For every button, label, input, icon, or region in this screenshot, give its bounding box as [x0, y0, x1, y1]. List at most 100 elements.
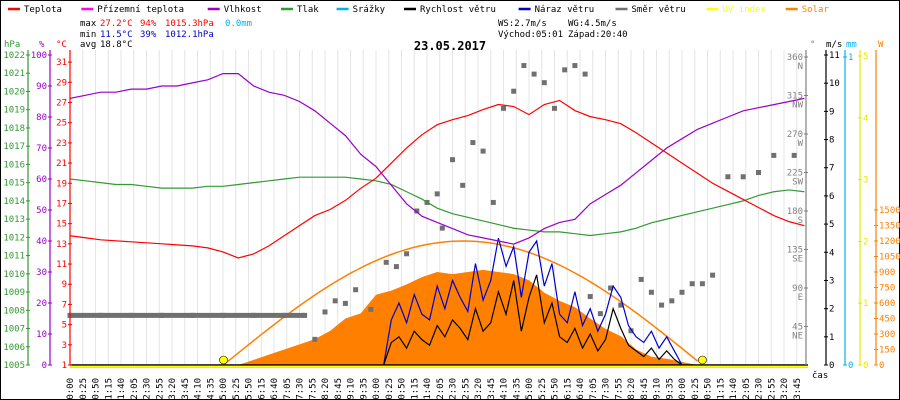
uv-tick-label: 3: [863, 176, 868, 186]
wind-direction-point: [480, 148, 486, 154]
pressure-tick-label: 1006: [3, 343, 25, 353]
direction-tick-sublabel: S: [798, 216, 803, 226]
direction-tick-sublabel: NW: [792, 101, 803, 111]
temperature-tick-label: 17: [56, 199, 67, 209]
x-tick-label: 00:25: [79, 378, 89, 400]
x-tick-label: 01:15: [104, 378, 114, 400]
solar-tick-label: 0: [879, 361, 884, 371]
legend-item: Směr větru: [632, 5, 686, 15]
stat-max-rain: 0.0mm: [225, 19, 252, 29]
pressure-tick-label: 1010: [3, 270, 25, 280]
wind-direction-point: [618, 302, 624, 308]
humidity-tick-label: 50: [36, 206, 47, 216]
solar-area: [70, 269, 805, 365]
wind-direction-point: [490, 199, 496, 205]
legend-item: Vlhkost: [224, 5, 262, 15]
x-tick-label: 09:10: [347, 378, 357, 400]
stat-max-temp: 27.2°C: [100, 19, 133, 29]
wind-direction-point: [689, 281, 695, 287]
wind-direction-point: [791, 152, 797, 158]
stat-min-label: min: [80, 30, 96, 40]
x-tick-label: 10:25: [385, 378, 395, 400]
x-tick-label: 06:15: [257, 378, 267, 400]
direction-tick-sublabel: SW: [792, 178, 803, 188]
humidity-tick-label: 70: [36, 144, 47, 154]
x-tick-label: 10:50: [398, 378, 408, 400]
wind-tick-label: 4: [829, 248, 834, 258]
wind-tick-label: 2: [829, 305, 834, 315]
direction-tick-label: 270: [787, 130, 803, 140]
x-tick-label: 16:40: [576, 378, 586, 400]
solar-tick-label: 900: [879, 268, 895, 278]
wind-direction-point: [450, 157, 455, 163]
wind-direction-point: [322, 309, 328, 315]
direction-unit: °: [810, 40, 815, 50]
wind-tick-label: 10: [829, 79, 840, 89]
solar-tick-label: 750: [879, 284, 895, 294]
x-tick-label: 23:45: [793, 378, 803, 400]
x-tick-label: 21:15: [716, 378, 726, 400]
wind-tick-label: 8: [829, 136, 834, 146]
pressure-tick-label: 1018: [3, 124, 25, 134]
x-tick-label: 22:30: [755, 378, 765, 400]
pressure-tick-label: 1019: [3, 106, 25, 116]
legend-item: Přízemní teplota: [97, 5, 184, 15]
direction-tick-label: 180: [787, 207, 803, 217]
wind-speed-line: [383, 274, 683, 366]
wind-direction-point: [562, 67, 568, 73]
x-tick-label: 02:05: [130, 378, 140, 400]
sunset-marker: [698, 355, 707, 365]
direction-tick-sublabel: SE: [792, 255, 803, 265]
humidity-tick-label: 0: [42, 361, 47, 371]
humidity-tick-label: 40: [36, 237, 47, 247]
wind-direction-point: [638, 276, 644, 282]
x-tick-label: 12:55: [461, 378, 471, 400]
wind-tick-label: 11: [829, 51, 840, 61]
wind-tick-label: 6: [829, 192, 834, 202]
solar-tick-label: 1500: [879, 206, 900, 216]
x-tick-label: 17:05: [589, 378, 599, 400]
stat-avg-label: avg: [80, 40, 96, 50]
legend-item: UV index: [723, 5, 767, 15]
solar-theoretical-line: [223, 240, 699, 366]
wind-direction-point: [659, 302, 665, 308]
wind-direction-point: [710, 272, 716, 278]
legend-item: Náraz větru: [535, 5, 595, 15]
solar-tick-label: 1200: [879, 237, 900, 247]
temperature-tick-label: 29: [56, 78, 67, 88]
pressure-tick-label: 1015: [3, 179, 25, 189]
wind-direction-point: [669, 298, 675, 304]
temperature-tick-label: 25: [56, 119, 67, 129]
wind-direction-point: [353, 287, 359, 293]
x-tick-label: 07:30: [296, 378, 306, 400]
rain-tick-label: 0: [848, 361, 853, 371]
wind-direction-point: [648, 289, 654, 295]
wind-direction-point: [521, 63, 527, 69]
stat-wind-gust: WG:4.5m/s: [568, 19, 617, 29]
x-tick-label: 04:10: [194, 378, 204, 400]
pressure-tick-label: 1007: [3, 325, 25, 335]
temperature-tick-label: 9: [62, 280, 67, 290]
x-tick-label: 17:30: [602, 378, 612, 400]
pressure-unit: hPa: [4, 40, 20, 50]
wind-direction-point: [552, 105, 557, 111]
temperature-tick-label: 23: [56, 139, 67, 149]
pressure-tick-label: 1022: [3, 51, 25, 61]
humidity-line: [69, 73, 805, 245]
x-tick-label: 05:50: [245, 378, 255, 400]
wind-direction-point: [587, 294, 593, 300]
pressure-tick-label: 1012: [3, 233, 25, 243]
stat-sunset: Západ:20:40: [568, 30, 628, 40]
wind-direction-point: [725, 174, 731, 180]
x-tick-label: 22:05: [742, 378, 752, 400]
x-tick-label: 08:20: [321, 378, 331, 400]
humidity-tick-label: 30: [36, 268, 47, 278]
x-tick-label: 04:35: [206, 378, 216, 400]
wind-direction-point: [572, 63, 578, 69]
x-tick-label: 18:45: [640, 378, 650, 400]
temperature-tick-label: 3: [62, 341, 67, 351]
pressure-tick-label: 1014: [3, 197, 25, 207]
rain-tick-label: 1: [848, 53, 853, 63]
humidity-tick-label: 80: [36, 113, 47, 123]
